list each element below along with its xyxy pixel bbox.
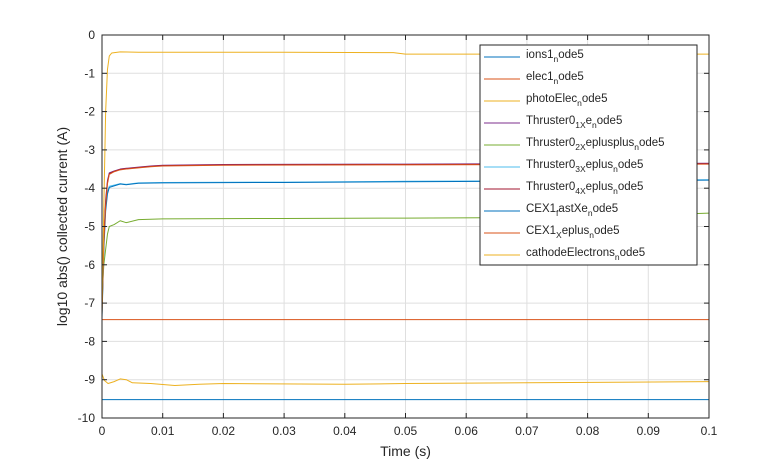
legend-subscript: n — [634, 142, 639, 152]
legend-text-part: ode5 — [597, 115, 623, 127]
ticks — [101, 34, 710, 419]
legend-label: Thruster01Xenode5 — [526, 115, 622, 130]
y-tick-label: -3 — [84, 143, 95, 157]
legend-text-part: Thruster0 — [526, 181, 575, 193]
x-axis-title: Time (s) — [380, 443, 431, 459]
legend-text-part: ode5 — [620, 247, 646, 259]
legend-label: Thruster02Xeplusplusnode5 — [526, 137, 665, 152]
legend-subscript: 4X — [575, 186, 586, 196]
legend-subscript: 1X — [575, 120, 586, 130]
tick-labels: 0 0.01 0.02 0.03 0.04 0.05 0.06 0.07 0.08 0.09 0.1… — [78, 28, 718, 438]
legend-subscript: n — [554, 76, 559, 86]
series-group — [101, 51, 710, 401]
y-tick-label: -6 — [84, 258, 95, 272]
y-tick-label: -7 — [84, 296, 95, 310]
legend: ions1node5elec1node5photoElecnode5Thrust… — [479, 44, 698, 266]
legend-text-part: elec1 — [526, 71, 554, 83]
y-tick-label: 0 — [88, 28, 95, 42]
legend-subscript: n — [588, 208, 593, 218]
legend-subscript: n — [592, 120, 597, 130]
x-tick-label: 0.09 — [637, 424, 661, 438]
legend-subscript: n — [615, 252, 620, 262]
legend-text-part: ode5 — [618, 181, 644, 193]
legend-subscript: n — [554, 54, 559, 64]
legend-text-part: eplus — [562, 225, 590, 237]
legend-text-part: Thruster0 — [526, 159, 575, 171]
series-line-9 — [101, 163, 710, 315]
legend-subscript: X — [556, 230, 562, 240]
y-tick-label: -9 — [84, 373, 95, 387]
legend-text-part: ions1 — [526, 49, 554, 61]
legend-text-part: ode5 — [558, 49, 584, 61]
x-tick-label: 0.03 — [272, 424, 296, 438]
x-tick-label: 0.1 — [701, 424, 718, 438]
x-tick-label: 0.06 — [455, 424, 479, 438]
legend-subscript: f — [556, 208, 559, 218]
y-tick-label: -1 — [84, 66, 95, 80]
legend-label: CEX1fastXenode5 — [526, 203, 618, 218]
x-tick-label: 0.08 — [576, 424, 600, 438]
y-axis-title: log10 abs() collected current (A) — [54, 127, 70, 326]
legend-subscript: 2X — [575, 142, 586, 152]
legend-text-part: eplus — [586, 159, 614, 171]
y-tick-label: -5 — [84, 220, 95, 234]
legend-subscript: n — [613, 164, 618, 174]
legend-label: Thruster04Xeplusnode5 — [526, 181, 643, 196]
legend-subscript: 3X — [575, 164, 586, 174]
legend-text-part: photoElec — [526, 93, 577, 105]
y-tick-label: -4 — [84, 181, 95, 195]
series-line-10 — [101, 51, 709, 315]
x-tick-label: 0.02 — [212, 424, 236, 438]
legend-text-part: astXe — [558, 203, 587, 215]
x-tick-label: 0.01 — [151, 424, 175, 438]
legend-text-part: Thruster0 — [526, 115, 575, 127]
legend-text-part: cathodeElectrons — [526, 247, 615, 259]
legend-subscript: n — [577, 98, 582, 108]
legend-label: CEX1Xeplusnode5 — [526, 225, 620, 240]
x-tick-label: 0.04 — [333, 424, 357, 438]
legend-text-part: CEX1 — [526, 203, 556, 215]
legend-label: elec1node5 — [526, 71, 584, 86]
legend-subscript: n — [589, 230, 594, 240]
legend-text-part: ode5 — [594, 225, 620, 237]
legend-box — [479, 44, 698, 266]
y-tick-label: -2 — [84, 105, 95, 119]
legend-text-part: e — [586, 115, 592, 127]
legend-label: ions1node5 — [526, 49, 584, 64]
legend-text-part: eplus — [586, 181, 614, 193]
legend-text-part: ode5 — [558, 71, 584, 83]
x-tick-label: 0.05 — [394, 424, 418, 438]
x-tick-label: 0.07 — [515, 424, 539, 438]
legend-text-part: ode5 — [618, 159, 644, 171]
legend-text-part: ode5 — [582, 93, 608, 105]
y-tick-label: -10 — [78, 411, 96, 425]
series-line-3 — [101, 373, 710, 386]
series-line-5 — [101, 212, 710, 296]
legend-text-part: ode5 — [593, 203, 619, 215]
legend-text-part: eplusplus — [586, 137, 635, 149]
legend-label: Thruster03Xeplusnode5 — [526, 159, 643, 174]
legend-label: cathodeElectronsnode5 — [526, 247, 645, 262]
y-tick-label: -8 — [84, 334, 95, 348]
legend-text-part: CEX1 — [526, 225, 556, 237]
legend-text-part: Thruster0 — [526, 137, 575, 149]
x-tick-label: 0 — [99, 424, 106, 438]
legend-label: photoElecnode5 — [526, 93, 607, 108]
legend-subscript: n — [613, 186, 618, 196]
legend-text-part: ode5 — [639, 137, 665, 149]
